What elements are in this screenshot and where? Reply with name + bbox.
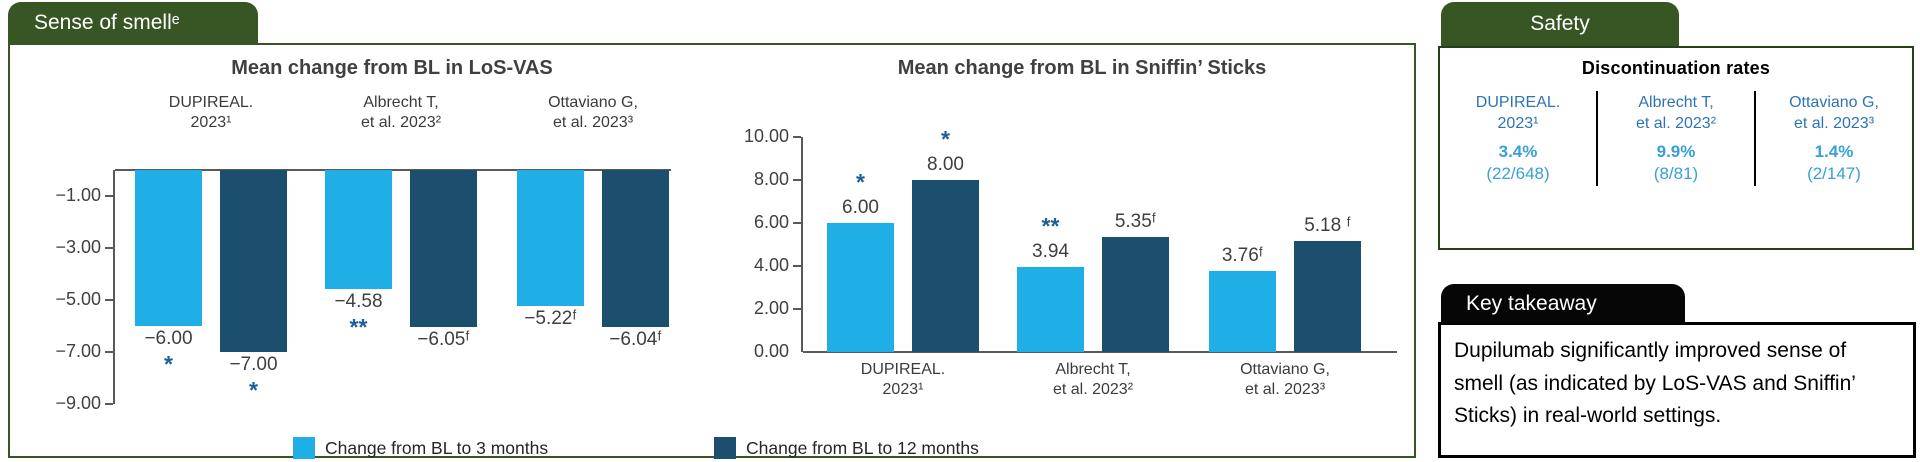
los-vas-tick: [105, 403, 113, 405]
los-vas-bar-value: −6.04ᶠ: [609, 329, 662, 351]
los-vas-tick-label: −5.00: [55, 289, 101, 309]
safety-rate: 1.4%: [1814, 141, 1854, 161]
sniffin-sticks-tick: [793, 136, 801, 138]
los-vas-category-label: Ottaviano G, et al. 2023³: [548, 94, 638, 132]
los-vas-tick-label: −7.00: [55, 341, 101, 361]
safety-study-name: DUPIREAL. 2023¹: [1475, 94, 1561, 132]
safety-header: Discontinuation rates: [1581, 58, 1771, 78]
safety-column-albrecht: Albrecht T, et al. 2023² 9.9% (8/81): [1596, 91, 1754, 186]
los-vas-bar-12mo-0: [220, 170, 287, 352]
los-vas-bar-12mo-2: [602, 170, 669, 328]
key-takeaway-tab: Key takeaway: [1441, 284, 1685, 324]
los-vas-y-axis: [113, 170, 115, 404]
legend-label-12-months: Change from BL to 12 months: [746, 437, 979, 458]
los-vas-bar-value: −7.00: [229, 354, 278, 375]
charts-area: Change from BL to 3 months Change from B…: [10, 45, 1414, 459]
sniffin-sticks-category-label: Ottaviano G, et al. 2023³: [1240, 361, 1330, 399]
los-vas-bar-12mo-1: [410, 170, 477, 328]
sniffin-sticks-tick-label: 4.00: [753, 255, 789, 275]
legend-item-12-months: Change from BL to 12 months: [714, 437, 979, 459]
los-vas-bar-value: −6.05ᶠ: [417, 329, 470, 351]
sniffin-sticks-category-label: Albrecht T, et al. 2023²: [1052, 361, 1134, 399]
sense-of-smell-tab-label: Sense of smellᵉ: [34, 11, 180, 34]
sniffin-sticks-bar-12mo-0: [912, 180, 979, 352]
sniffin-sticks-significance-marker: *: [856, 169, 865, 195]
safety-rate: 3.4%: [1498, 141, 1538, 161]
safety-study-name: Albrecht T, et al. 2023²: [1635, 94, 1717, 132]
los-vas-tick: [105, 195, 113, 197]
key-takeaway-text: Dupilumab significantly improved sense o…: [1454, 339, 1856, 428]
sniffin-sticks-tick-label: 0.00: [753, 341, 789, 361]
sniffin-sticks-significance-marker: **: [1041, 213, 1060, 240]
sniffin-sticks-tick-label: 6.00: [753, 212, 789, 232]
sniffin-sticks-bar-value: 8.00: [927, 154, 964, 175]
safety-count: (2/147): [1807, 163, 1861, 183]
sense-of-smell-panel: Change from BL to 3 months Change from B…: [8, 43, 1416, 459]
los-vas-significance-marker: **: [349, 314, 368, 341]
los-vas-bar-value: −6.00: [144, 328, 193, 349]
safety-panel: Discontinuation rates DUPIREAL. 2023¹ 3.…: [1438, 46, 1914, 250]
sniffin-sticks-bar-value: 5.18 ᶠ: [1304, 214, 1351, 236]
sniffin-sticks-bar-3mo-0: [827, 223, 894, 352]
los-vas-bar-3mo-1: [325, 170, 392, 290]
key-takeaway-panel: Dupilumab significantly improved sense o…: [1438, 322, 1916, 458]
sniffin-sticks-baseline: [803, 351, 1397, 353]
los-vas-tick: [105, 247, 113, 249]
los-vas-tick-label: −1.00: [55, 185, 101, 205]
sniffin-sticks-y-axis: [801, 137, 803, 352]
sniffin-sticks-tick: [793, 179, 801, 181]
los-vas-bar-3mo-0: [135, 170, 202, 326]
sniffin-sticks-tick-label: 2.00: [753, 298, 789, 318]
los-vas-tick-label: −9.00: [55, 393, 101, 413]
los-vas-category-label: DUPIREAL. 2023¹: [168, 94, 254, 132]
sniffin-sticks-tick: [793, 222, 801, 224]
sniffin-sticks-bar-value: 3.94: [1032, 241, 1069, 263]
sniffin-sticks-significance-marker: *: [941, 126, 950, 152]
los-vas-bar-value: −4.58: [334, 291, 383, 313]
sniffin-sticks-bar-12mo-2: [1294, 240, 1361, 352]
safety-column-ottaviano: Ottaviano G, et al. 2023³ 1.4% (2/147): [1754, 91, 1912, 186]
key-takeaway-tab-label: Key takeaway: [1466, 292, 1597, 315]
safety-tab: Safety: [1441, 2, 1679, 46]
sniffin-sticks-tick-label: 10.00: [743, 126, 789, 146]
sniffin-sticks-bar-3mo-1: [1017, 267, 1084, 352]
sniffin-sticks-bar-3mo-2: [1209, 271, 1276, 352]
los-vas-bar-value: −5.22ᶠ: [524, 307, 577, 329]
sniffin-sticks-tick: [793, 265, 801, 267]
sniffin-sticks-chart-title: Mean change from BL in Sniffin’ Sticks: [897, 57, 1267, 79]
safety-rate: 9.9%: [1656, 141, 1696, 161]
legend-item-3-months: Change from BL to 3 months: [293, 437, 548, 459]
safety-column-dupireal: DUPIREAL. 2023¹ 3.4% (22/648): [1440, 91, 1596, 186]
sniffin-sticks-bar-value: 6.00: [842, 197, 879, 218]
los-vas-bar-3mo-2: [517, 170, 584, 306]
los-vas-significance-marker: *: [164, 351, 173, 377]
safety-columns: DUPIREAL. 2023¹ 3.4% (22/648) Albrecht T…: [1440, 91, 1912, 186]
safety-study-name: Ottaviano G, et al. 2023³: [1789, 94, 1879, 132]
legend-swatch-3-months: [293, 437, 315, 459]
sniffin-sticks-tick: [793, 308, 801, 310]
legend-swatch-12-months: [714, 437, 736, 459]
sniffin-sticks-tick-label: 8.00: [753, 169, 789, 189]
los-vas-chart-title: Mean change from BL in LoS-VAS: [231, 57, 553, 79]
sniffin-sticks-bar-value: 3.76ᶠ: [1221, 245, 1264, 267]
safety-tab-label: Safety: [1530, 12, 1590, 35]
legend-label-3-months: Change from BL to 3 months: [325, 437, 549, 458]
los-vas-significance-marker: *: [249, 377, 258, 403]
safety-count: (22/648): [1486, 163, 1550, 183]
los-vas-category-label: Albrecht T, et al. 2023²: [360, 94, 442, 132]
safety-count: (8/81): [1653, 163, 1699, 183]
los-vas-tick: [105, 299, 113, 301]
sniffin-sticks-category-label: DUPIREAL. 2023¹: [860, 361, 946, 399]
los-vas-tick-label: −3.00: [55, 237, 101, 257]
los-vas-tick: [105, 351, 113, 353]
sniffin-sticks-bar-value: 5.35ᶠ: [1114, 210, 1157, 232]
sniffin-sticks-bar-12mo-1: [1102, 236, 1169, 352]
los-vas-baseline: [115, 169, 671, 171]
sense-of-smell-tab: Sense of smellᵉ: [8, 2, 258, 44]
